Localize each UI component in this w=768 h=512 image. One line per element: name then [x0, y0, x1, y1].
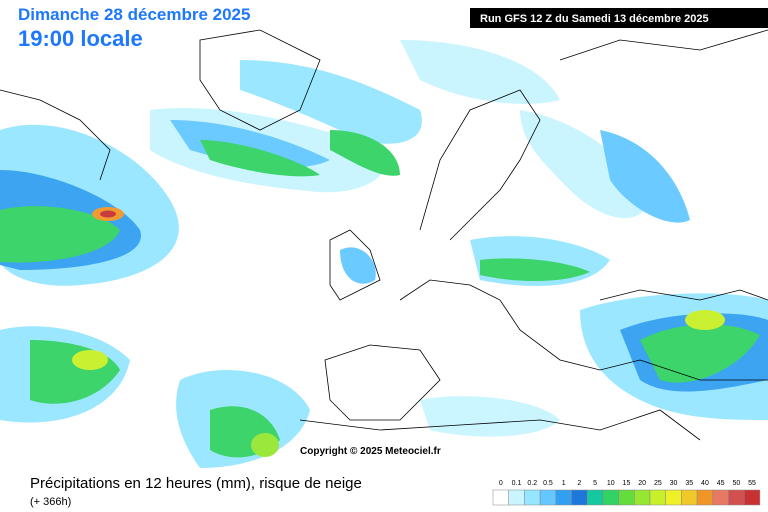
- legend-label: 35: [685, 480, 693, 487]
- coastlines: [0, 29, 768, 441]
- legend-label: 2: [577, 480, 581, 487]
- legend-label: 0.1: [512, 480, 522, 487]
- legend-swatch: [696, 489, 714, 506]
- legend-swatch: [649, 489, 666, 506]
- legend-swatch: [743, 489, 761, 506]
- legend-label: 25: [654, 480, 662, 487]
- precipitation: [0, 40, 768, 468]
- map-date: Dimanche 28 décembre 2025: [18, 5, 250, 24]
- legend-swatch: [602, 489, 619, 506]
- legend-swatch: [571, 489, 588, 506]
- legend-label: 15: [623, 480, 631, 487]
- legend-label: 40: [701, 480, 709, 487]
- run-box: [470, 8, 768, 28]
- legend-label: 50: [732, 480, 740, 487]
- legend-swatch: [712, 489, 729, 506]
- legend-label: 20: [638, 480, 646, 487]
- legend-swatch: [728, 489, 745, 506]
- legend-label: 0: [499, 480, 503, 487]
- legend-swatch: [492, 489, 509, 506]
- legend-swatch: [555, 489, 572, 506]
- copyright: Copyright © 2025 Meteociel.fr: [300, 446, 441, 457]
- legend-label: 0.2: [527, 480, 537, 487]
- legend-label: 1: [562, 480, 566, 487]
- legend: 0 0.1 0.2 0.5 1 2 5 10 15 20 25 30 35 40 45 50 55: [492, 480, 761, 506]
- map: Dimanche 28 décembre 2025 19:00 locale R…: [0, 5, 768, 468]
- legend-swatch: [618, 489, 635, 506]
- legend-swatch: [524, 489, 541, 506]
- legend-label: 5: [593, 480, 597, 487]
- legend-swatch: [586, 489, 604, 506]
- footer-title: Précipitations en 12 heures (mm), risque…: [30, 475, 362, 492]
- footer-subtitle: (+ 366h): [30, 496, 71, 508]
- legend-swatch: [634, 489, 651, 506]
- legend-swatch: [508, 489, 525, 506]
- legend-label: 30: [670, 480, 678, 487]
- legend-label: 10: [607, 480, 615, 487]
- legend-label: 0.5: [543, 480, 553, 487]
- legend-label: 55: [748, 480, 756, 487]
- map-time: 19:00 locale: [18, 26, 143, 51]
- legend-swatch: [681, 489, 698, 506]
- legend-swatch: [539, 489, 557, 506]
- run-info: Run GFS 12 Z du Samedi 13 décembre 2025: [480, 13, 709, 25]
- legend-label: 45: [717, 480, 725, 487]
- legend-swatch: [665, 489, 682, 506]
